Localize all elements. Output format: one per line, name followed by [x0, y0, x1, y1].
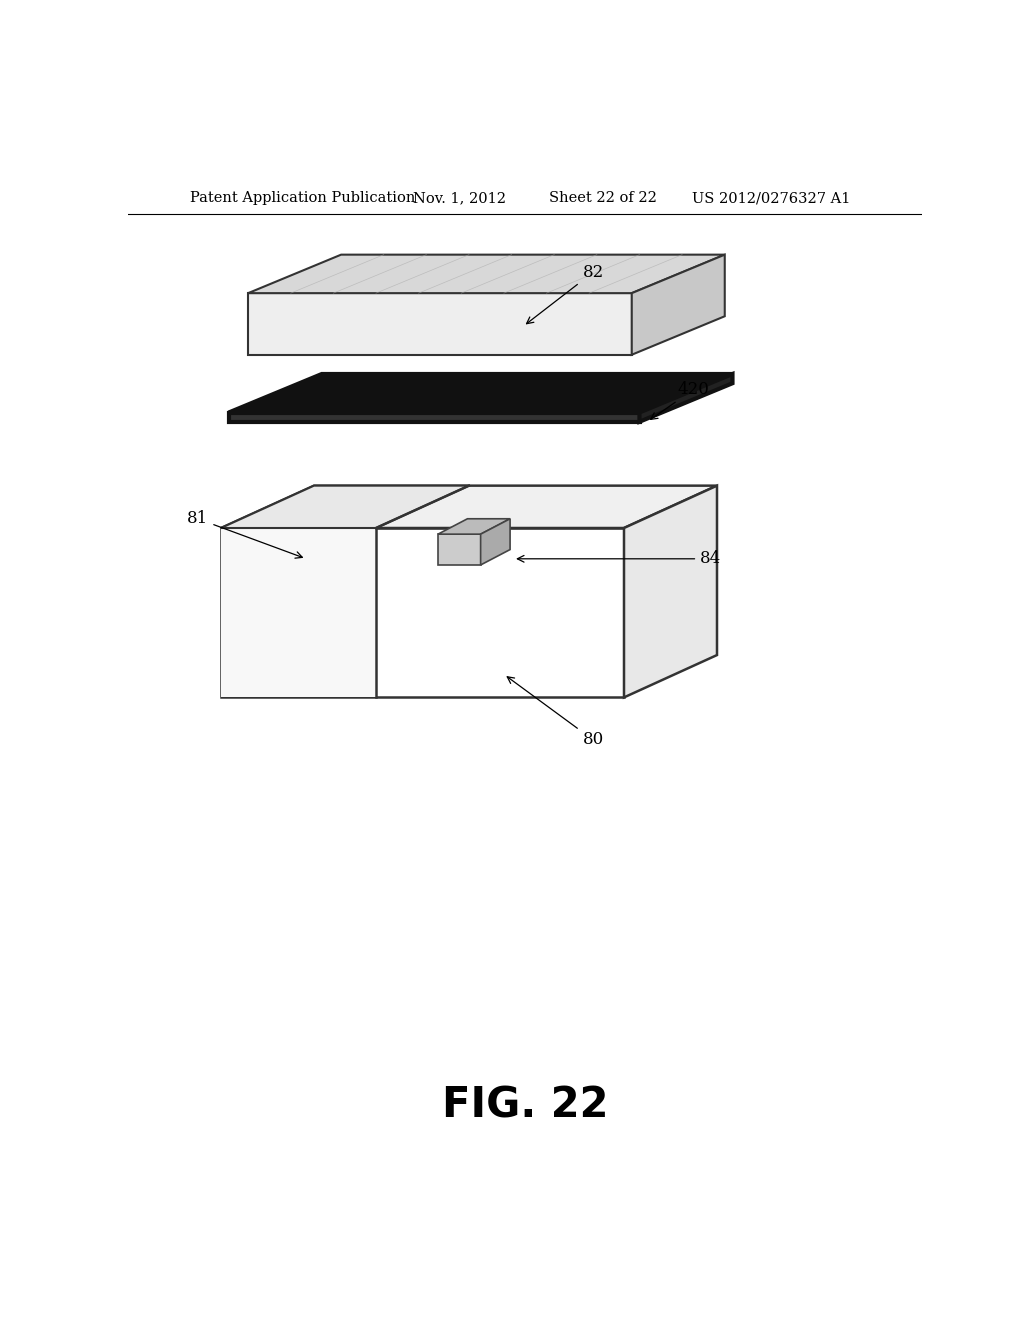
Polygon shape	[640, 374, 732, 422]
Polygon shape	[221, 486, 717, 528]
Text: 82: 82	[526, 264, 603, 323]
Polygon shape	[248, 255, 725, 293]
Text: 84: 84	[517, 550, 722, 568]
Polygon shape	[221, 486, 469, 528]
Text: 420: 420	[650, 381, 710, 420]
Polygon shape	[248, 293, 632, 355]
Polygon shape	[438, 535, 480, 565]
Polygon shape	[632, 255, 725, 355]
Polygon shape	[480, 519, 510, 565]
Polygon shape	[221, 528, 624, 697]
Text: 80: 80	[507, 677, 603, 748]
Text: Sheet 22 of 22: Sheet 22 of 22	[549, 191, 656, 206]
Polygon shape	[228, 374, 732, 412]
Text: 81: 81	[187, 511, 302, 558]
Text: FIG. 22: FIG. 22	[441, 1085, 608, 1126]
Polygon shape	[624, 486, 717, 697]
Text: US 2012/0276327 A1: US 2012/0276327 A1	[692, 191, 851, 206]
Text: Patent Application Publication: Patent Application Publication	[190, 191, 416, 206]
Polygon shape	[438, 519, 510, 535]
Polygon shape	[221, 528, 376, 697]
Polygon shape	[228, 412, 640, 422]
Text: Nov. 1, 2012: Nov. 1, 2012	[414, 191, 506, 206]
